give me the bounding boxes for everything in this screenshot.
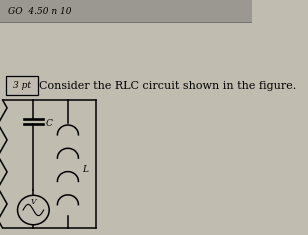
Text: C: C	[45, 120, 52, 129]
Text: 3 pt: 3 pt	[13, 81, 31, 90]
FancyBboxPatch shape	[0, 0, 253, 22]
Text: GO  4.50 n 10: GO 4.50 n 10	[8, 7, 71, 16]
Text: L: L	[82, 165, 88, 174]
Text: V: V	[30, 198, 36, 206]
Text: Consider the RLC circuit shown in the figure.: Consider the RLC circuit shown in the fi…	[39, 81, 296, 91]
